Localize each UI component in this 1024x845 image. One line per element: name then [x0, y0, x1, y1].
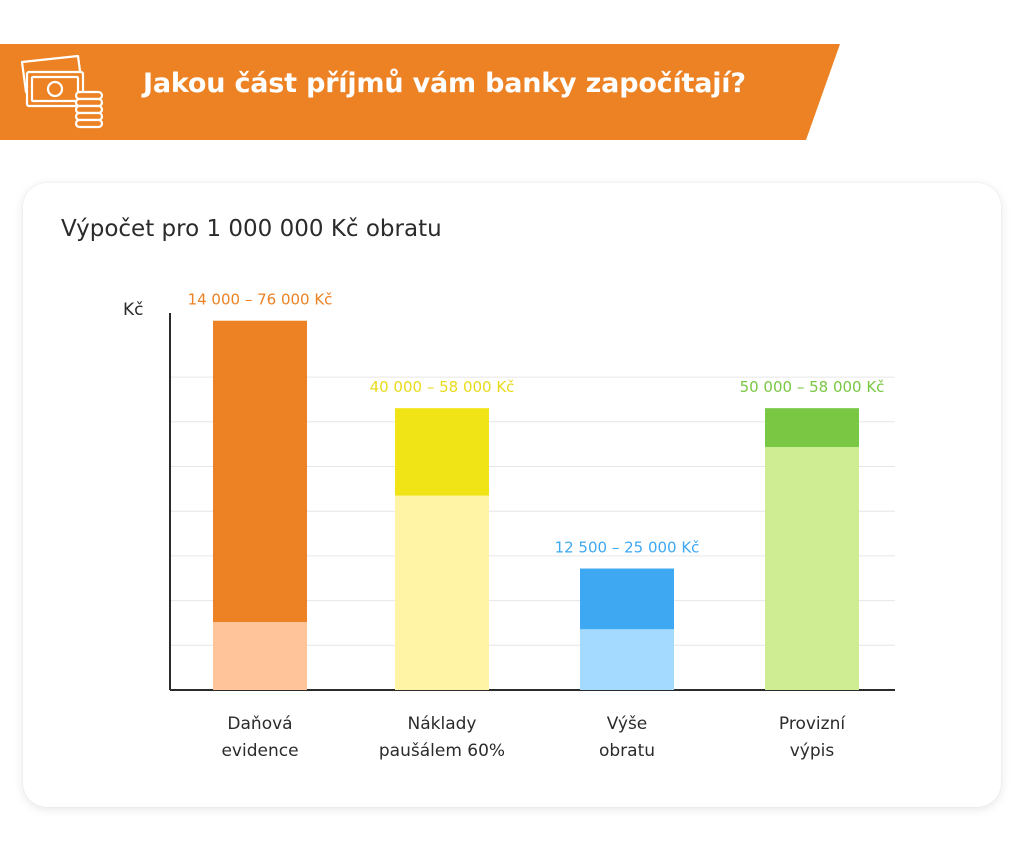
bar-base-segment	[765, 447, 859, 690]
category-label: výpis	[790, 741, 835, 761]
y-axis-label: Kč	[123, 300, 144, 320]
bar-base-segment	[580, 629, 674, 690]
bar-range-segment	[395, 408, 489, 496]
chart-title: Výpočet pro 1 000 000 Kč obratu	[61, 216, 442, 242]
category-label: Náklady	[408, 714, 477, 734]
category-label: obratu	[599, 741, 655, 761]
bar-range-segment	[580, 568, 674, 630]
page-title: Jakou část příjmů vám banky započítají?	[143, 68, 746, 99]
header-banner: Jakou část příjmů vám banky započítají?	[0, 0, 1024, 160]
category-label: evidence	[221, 741, 298, 761]
category-label: Daňová	[227, 714, 292, 734]
category-label: Provizní	[779, 714, 846, 734]
bar-value-label: 50 000 – 58 000 Kč	[740, 378, 885, 396]
range-bar-chart: Kč 14 000 – 76 000 Kč Daňová evidence 40 000…	[123, 291, 895, 761]
chart-card: Výpočet pro 1 000 000 Kč obratu Kč 14 000…	[23, 183, 1001, 807]
bar-value-label: 14 000 – 76 000 Kč	[188, 291, 333, 309]
bar-base-segment	[213, 621, 307, 690]
category-label: paušálem 60%	[379, 741, 505, 761]
bar-value-label: 40 000 – 58 000 Kč	[370, 378, 515, 396]
banner-shape	[0, 44, 840, 140]
bar-value-label: 12 500 – 25 000 Kč	[555, 539, 700, 557]
bar-base-segment	[395, 495, 489, 690]
money-coins-icon	[20, 54, 104, 129]
bar-range-segment	[765, 408, 859, 448]
bar-range-segment	[213, 320, 307, 622]
category-label: Výše	[607, 714, 648, 734]
